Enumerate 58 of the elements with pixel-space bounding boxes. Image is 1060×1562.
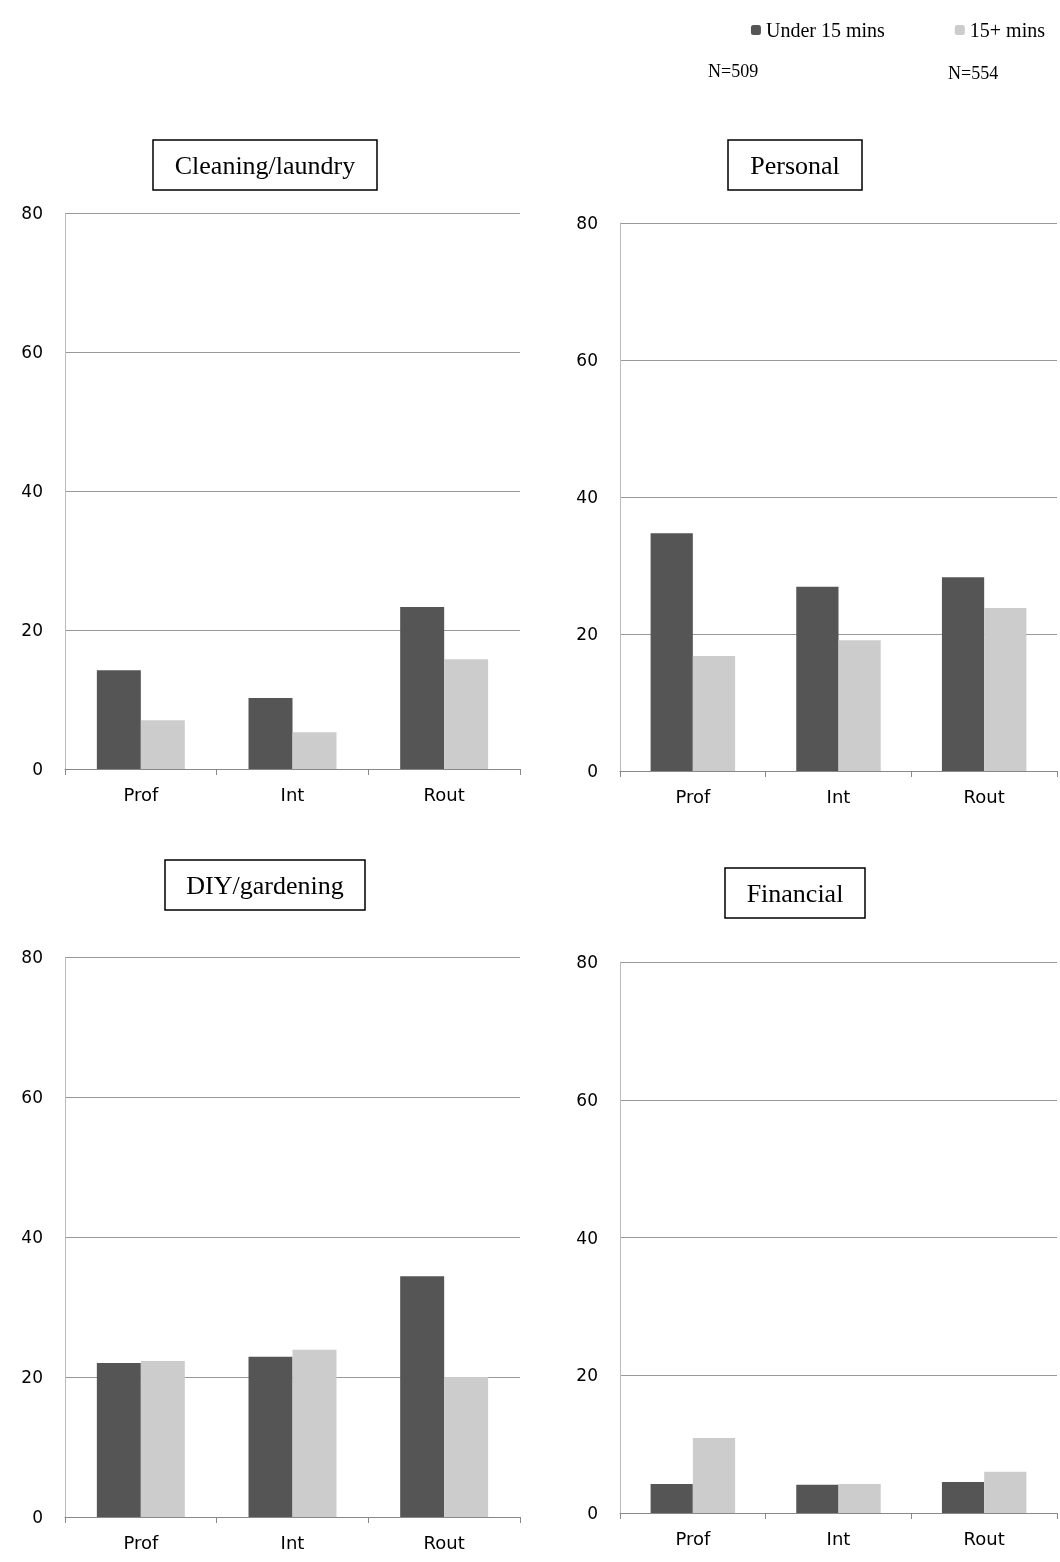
bar <box>96 670 141 769</box>
x-tick-label: Prof <box>123 783 159 805</box>
y-tick-label: 40 <box>576 1227 598 1248</box>
y-tick-label: 40 <box>21 481 43 501</box>
y-tick-label: 80 <box>576 952 598 972</box>
y-tick-label: 0 <box>587 761 598 781</box>
y-tick-label: 20 <box>21 620 43 640</box>
bar <box>796 586 839 771</box>
bar <box>692 655 736 771</box>
y-tick-label: 20 <box>576 624 598 644</box>
x-tick-label: Rout <box>963 785 1005 807</box>
bar <box>140 720 185 769</box>
bar <box>400 1276 445 1517</box>
y-tick-label: 0 <box>587 1503 598 1523</box>
text: N=509 <box>708 61 759 81</box>
bar <box>400 607 445 769</box>
y-tick-label: 0 <box>32 1507 43 1527</box>
y-tick-label: 20 <box>21 1367 43 1387</box>
y-tick-label: 20 <box>576 1365 598 1386</box>
x-tick-label: Int <box>280 783 305 805</box>
y-tick-label: 60 <box>21 342 43 362</box>
x-tick-label: Prof <box>123 1531 159 1553</box>
y-tick-label: 60 <box>576 1089 598 1110</box>
x-tick-label: Prof <box>675 785 711 807</box>
chart-title: Cleaning/laundry <box>174 150 356 180</box>
x-tick-label: Rout <box>423 783 465 805</box>
bar <box>444 1377 489 1517</box>
bar <box>248 698 293 769</box>
bar <box>984 607 1027 771</box>
x-tick-label: Prof <box>675 1527 711 1549</box>
x-tick-label: Int <box>826 785 851 807</box>
y-tick-label: 80 <box>576 213 598 233</box>
legend-label: Under 15 mins <box>765 19 886 41</box>
y-tick-label: 80 <box>21 203 43 223</box>
y-tick-label: 80 <box>21 947 43 967</box>
x-tick-label: Rout <box>963 1527 1005 1549</box>
bar <box>292 732 337 769</box>
chart-title: Personal <box>750 150 840 180</box>
bar <box>444 659 489 769</box>
y-tick-label: 60 <box>21 1087 43 1107</box>
x-tick-label: Int <box>826 1527 851 1549</box>
y-tick-label: 40 <box>576 487 598 507</box>
bar <box>140 1360 185 1517</box>
bar <box>96 1363 141 1517</box>
bar <box>941 577 985 771</box>
chart-title: DIY/gardening <box>186 870 344 900</box>
bar <box>838 640 881 771</box>
x-tick-label: Int <box>280 1531 305 1553</box>
bar <box>248 1356 293 1517</box>
legend-label: 15+ mins <box>969 19 1046 41</box>
y-tick-label: 60 <box>576 350 598 370</box>
bar <box>292 1349 337 1517</box>
y-tick-label: 0 <box>32 759 43 779</box>
bar <box>650 533 693 771</box>
chart-title: Financial <box>746 878 844 908</box>
x-tick-label: Rout <box>423 1531 465 1553</box>
y-tick-label: 40 <box>21 1227 43 1247</box>
text: N=554 <box>948 63 999 83</box>
